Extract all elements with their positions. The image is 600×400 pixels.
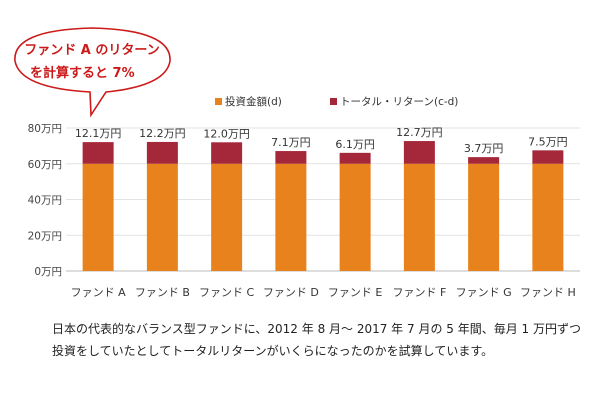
bar-investment	[403, 163, 435, 271]
bar-return	[211, 142, 243, 164]
legend-label: 投資金額(d)	[225, 95, 282, 108]
bar-investment	[532, 163, 564, 271]
bar-investment	[82, 163, 114, 271]
y-tick-label: 20万円	[28, 230, 62, 242]
x-tick-label: ファンド B	[135, 286, 190, 299]
x-tick-label: ファンド E	[328, 286, 382, 299]
bar-investment	[211, 163, 243, 271]
bar-investment	[146, 163, 178, 271]
y-tick-label: 80万円	[28, 123, 62, 135]
x-tick-label: ファンド H	[520, 286, 576, 299]
bar-data-label: 12.7万円	[396, 126, 443, 139]
y-tick-label: 0万円	[34, 266, 62, 278]
x-tick-label: ファンド F	[392, 286, 446, 299]
caption-line-1: 日本の代表的なバランス型ファンドに、2012 年 8 月～ 2017 年 7 月…	[52, 322, 581, 336]
x-tick-label: ファンド G	[456, 286, 512, 299]
bar-return	[275, 151, 307, 164]
bar-data-label: 7.1万円	[271, 136, 311, 149]
bar-return	[403, 141, 435, 164]
legend-label: トータル・リターン(c-d)	[340, 96, 458, 108]
bar-return	[146, 141, 178, 164]
y-tick-label: 40万円	[28, 195, 62, 207]
legend-swatch	[330, 98, 337, 105]
bar-investment	[339, 163, 371, 271]
bar-investment	[275, 163, 307, 271]
bar-return	[82, 142, 114, 164]
callout-bubble: ファンド A のリターン を計算すると 7%	[14, 27, 171, 118]
bar-data-label: 12.0万円	[203, 127, 250, 140]
bar-return	[468, 157, 500, 164]
bar-data-label: 12.1万円	[75, 127, 122, 140]
callout-outline	[14, 27, 171, 118]
x-tick-label: ファンド D	[263, 286, 319, 299]
callout-line-1: ファンド A のリターン	[24, 43, 159, 58]
bar-data-label: 6.1万円	[335, 138, 375, 151]
callout-line-2: を計算すると 7%	[30, 65, 135, 81]
bar-investment	[468, 163, 500, 271]
caption-line-2: 投資をしていたとしてトータルリターンがいくらになったのかを試算しています。	[52, 344, 494, 358]
bar-return	[532, 150, 564, 164]
chart-caption: 日本の代表的なバランス型ファンドに、2012 年 8 月～ 2017 年 7 月…	[52, 318, 582, 362]
x-tick-label: ファンド C	[199, 286, 254, 299]
bar-data-label: 7.5万円	[528, 135, 568, 148]
stacked-bar-chart: ファンド A のリターン を計算すると 7% 投資金額(d) トータル・リターン(…	[14, 27, 580, 299]
bar-data-label: 12.2万円	[139, 127, 186, 140]
legend-swatch	[215, 98, 222, 105]
bar-return	[339, 152, 371, 164]
chart-legend: 投資金額(d) トータル・リターン(c-d)	[215, 95, 458, 108]
bar-data-label: 3.7万円	[464, 142, 504, 155]
x-tick-label: ファンド A	[71, 286, 126, 299]
y-tick-label: 60万円	[28, 159, 62, 171]
